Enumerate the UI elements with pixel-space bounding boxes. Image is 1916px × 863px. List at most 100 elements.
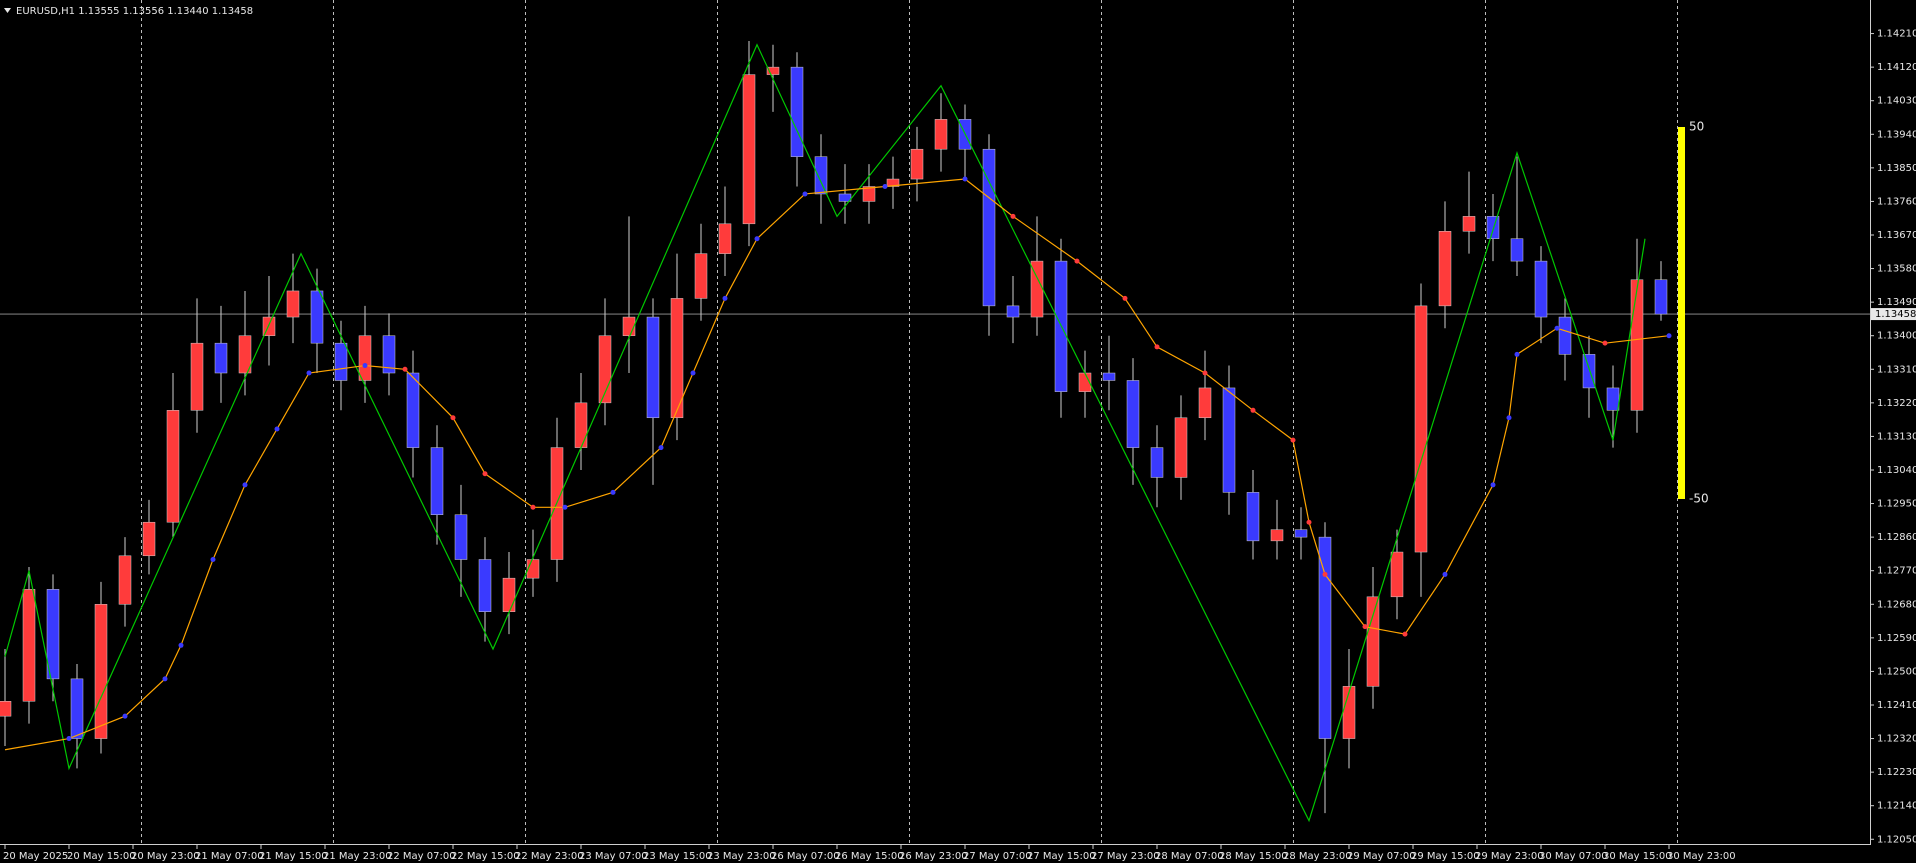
- candle-body: [646, 316, 660, 419]
- ma-dot: [274, 426, 280, 432]
- x-tick-label: 30 May 15:00: [1603, 851, 1672, 862]
- candle-body: [1270, 529, 1284, 542]
- candle-body: [886, 178, 900, 187]
- y-tick-label: 1.12860: [1877, 532, 1916, 543]
- last-price-box: [1871, 308, 1916, 321]
- ma-dot: [1306, 519, 1312, 525]
- candle-body: [1510, 238, 1524, 262]
- x-tick-label: 20 May 2025: [3, 851, 68, 862]
- candle-body: [814, 156, 828, 195]
- x-tick-label: 20 May 15:00: [67, 851, 136, 862]
- candle-body: [1102, 372, 1116, 381]
- candle-body: [1198, 387, 1212, 419]
- y-tick-label: 1.13310: [1877, 364, 1916, 375]
- y-tick-label: 1.13220: [1877, 398, 1916, 409]
- candle-body: [238, 335, 252, 374]
- y-tick-label: 1.12770: [1877, 566, 1916, 577]
- ma-dot: [1010, 213, 1016, 219]
- ma-dot: [1442, 571, 1448, 577]
- candle-body: [934, 119, 948, 150]
- candle-body: [718, 223, 732, 254]
- ma-dot: [1250, 407, 1256, 413]
- ma-dot: [1402, 631, 1408, 637]
- candle-body: [1222, 387, 1236, 493]
- ma-dot: [1202, 370, 1208, 376]
- x-tick-label: 26 May 15:00: [835, 851, 904, 862]
- candle-body: [1558, 316, 1572, 355]
- y-tick-label: 1.13940: [1877, 129, 1916, 140]
- candle-body: [742, 74, 756, 225]
- ma-dot: [690, 370, 696, 376]
- y-tick-label: 1.14210: [1877, 29, 1916, 40]
- candle-body: [22, 589, 36, 702]
- candle-body: [1630, 279, 1644, 411]
- last-price-label: 1.13458: [1875, 309, 1916, 320]
- indicator-max-label: 50: [1689, 120, 1704, 134]
- ma-dot: [1074, 258, 1080, 264]
- indicator-bar: [1678, 127, 1685, 499]
- x-tick-label: 21 May 07:00: [195, 851, 264, 862]
- candle-body: [1006, 305, 1020, 318]
- x-tick-label: 22 May 23:00: [515, 851, 584, 862]
- y-tick-label: 1.14120: [1877, 62, 1916, 73]
- ma-dot: [178, 642, 184, 648]
- candle-body: [1414, 305, 1428, 553]
- candle-body: [190, 342, 204, 411]
- x-tick-label: 20 May 23:00: [131, 851, 200, 862]
- y-tick-label: 1.12050: [1877, 834, 1916, 845]
- y-tick-label: 1.12680: [1877, 599, 1916, 610]
- ma-dot: [402, 366, 408, 372]
- candle-body: [334, 342, 348, 381]
- ma-dot: [962, 176, 968, 182]
- x-tick-label: 29 May 15:00: [1411, 851, 1480, 862]
- candle-body: [1126, 380, 1140, 448]
- ma-dot: [722, 295, 728, 301]
- ma-dot: [1554, 325, 1560, 331]
- candle-body: [766, 66, 780, 75]
- ma-dot: [802, 191, 808, 197]
- candle-body: [574, 402, 588, 448]
- ma-dot: [658, 445, 664, 451]
- candle-body: [430, 447, 444, 516]
- ma-dot: [1154, 344, 1160, 350]
- candle-body: [454, 514, 468, 560]
- candle-body: [478, 559, 492, 612]
- x-tick-label: 22 May 15:00: [451, 851, 520, 862]
- ma-dot: [482, 471, 488, 477]
- candle-body: [1654, 279, 1668, 315]
- candle-body: [1486, 216, 1500, 239]
- ma-dot: [562, 504, 568, 510]
- x-tick-label: 28 May 15:00: [1219, 851, 1288, 862]
- ma-dot: [306, 370, 312, 376]
- x-tick-label: 26 May 07:00: [771, 851, 840, 862]
- y-tick-label: 1.12230: [1877, 767, 1916, 778]
- x-tick-label: 27 May 23:00: [1091, 851, 1160, 862]
- y-tick-label: 1.12140: [1877, 801, 1916, 812]
- candle-body: [70, 678, 84, 739]
- y-tick-label: 1.13580: [1877, 264, 1916, 275]
- x-tick-label: 21 May 23:00: [323, 851, 392, 862]
- y-tick-label: 1.12590: [1877, 633, 1916, 644]
- ma-dot: [1506, 415, 1512, 421]
- candle-body: [526, 559, 540, 579]
- ma-dot: [1514, 351, 1520, 357]
- candle-body: [1174, 417, 1188, 478]
- ma-dot: [1290, 437, 1296, 443]
- candle-body: [862, 186, 876, 202]
- menu-triangle[interactable]: [4, 8, 11, 13]
- zigzag-line: [4, 43, 1646, 823]
- candle-body: [694, 253, 708, 299]
- candle-body: [382, 335, 396, 374]
- ma-dot: [530, 504, 536, 510]
- y-tick-label: 1.13040: [1877, 465, 1916, 476]
- y-tick-label: 1.14030: [1877, 96, 1916, 107]
- x-tick-label: 27 May 15:00: [1027, 851, 1096, 862]
- chart-title: EURUSD,H1 1.13555 1.13556 1.13440 1.1345…: [16, 6, 253, 17]
- ma-dot: [754, 236, 760, 242]
- ma-dot: [610, 489, 616, 495]
- x-tick-label: 26 May 23:00: [899, 851, 968, 862]
- candle-body: [838, 193, 852, 202]
- x-tick-label: 28 May 23:00: [1283, 851, 1352, 862]
